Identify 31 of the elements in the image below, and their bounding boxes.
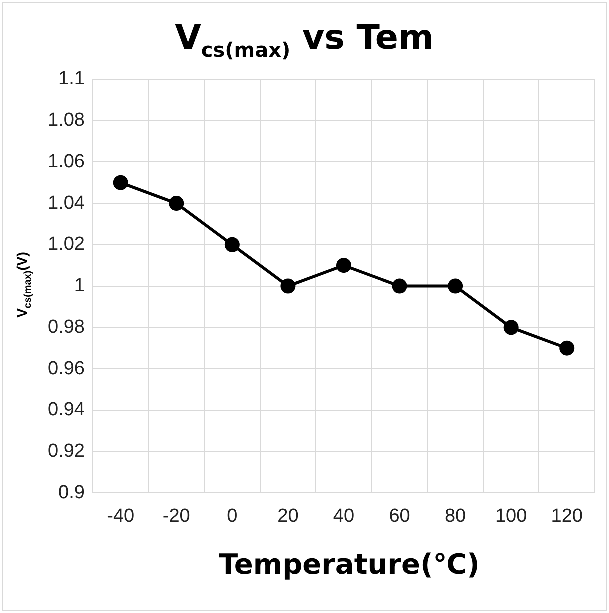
y-tick-label: 0.98 [48, 316, 85, 338]
chart-title: V$_{cs(max)}$ vs Tem [174, 18, 435, 62]
y-tick-label: 1.06 [48, 151, 85, 172]
x-axis-title: Temperature(℃) [218, 548, 481, 581]
x-tick-label: 20 [278, 506, 299, 527]
y-tick-label: 0.96 [48, 358, 85, 380]
x-tick-label: 0 [227, 506, 238, 527]
point [560, 340, 575, 356]
point [448, 278, 464, 294]
point [392, 278, 408, 294]
x-tick-label: -20 [162, 506, 190, 527]
x-tick-label: 120 [551, 506, 583, 527]
x-tick-label: 80 [444, 506, 466, 527]
y-tick-label: 0.9 [58, 482, 85, 504]
y-tick-label: 1 [74, 276, 85, 297]
point [280, 278, 296, 294]
point [336, 258, 352, 274]
point [224, 237, 240, 252]
x-tick-label: 100 [495, 506, 528, 527]
y-tick-label: 1.04 [48, 192, 86, 214]
point [504, 320, 519, 336]
x-tick-label: 60 [389, 506, 410, 527]
y-tick-label: 1.1 [58, 68, 85, 90]
y-tick-label: 0.92 [48, 441, 85, 462]
y-tick-label: 0.94 [48, 400, 86, 421]
x-tick-label: -40 [107, 506, 135, 527]
x-tick-label: 40 [333, 506, 355, 527]
y-tick-label: 1.08 [48, 110, 85, 132]
point [113, 175, 128, 190]
y-tick-label: 1.02 [48, 234, 85, 256]
point [169, 196, 184, 212]
